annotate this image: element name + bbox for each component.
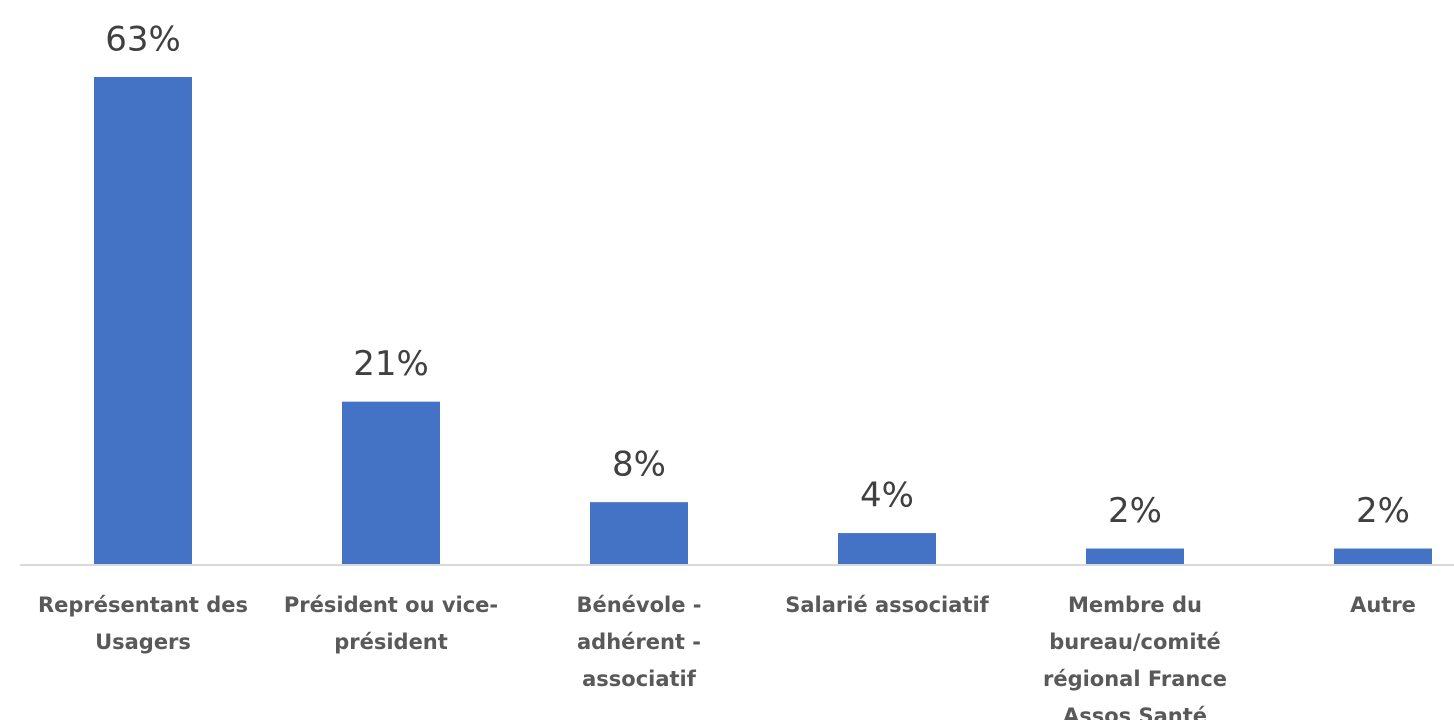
bar — [342, 401, 440, 564]
category-label: Représentant des — [38, 593, 248, 617]
category-label: président — [334, 630, 448, 654]
category-label: Bénévole - — [576, 593, 701, 617]
value-label: 2% — [1108, 491, 1162, 531]
value-label: 8% — [612, 445, 666, 485]
category-label: associatif — [582, 667, 697, 691]
category-label: régional France — [1043, 667, 1227, 691]
value-label: 2% — [1356, 491, 1410, 531]
category-label: Usagers — [95, 630, 191, 654]
bar — [590, 502, 688, 564]
bar — [94, 77, 192, 564]
category-label: Assos Santé — [1063, 704, 1207, 720]
bar — [838, 533, 936, 564]
category-label: Membre du — [1068, 593, 1202, 617]
category-label: Salarié associatif — [785, 593, 989, 617]
value-label: 21% — [353, 344, 429, 384]
category-label: adhérent - — [577, 630, 701, 654]
category-label: Président ou vice- — [284, 593, 498, 617]
bar — [1334, 548, 1432, 564]
value-label: 4% — [860, 476, 914, 516]
category-label: bureau/comité — [1049, 630, 1221, 654]
value-label: 63% — [105, 20, 181, 60]
category-label: Autre — [1350, 593, 1416, 617]
bar — [1086, 548, 1184, 564]
